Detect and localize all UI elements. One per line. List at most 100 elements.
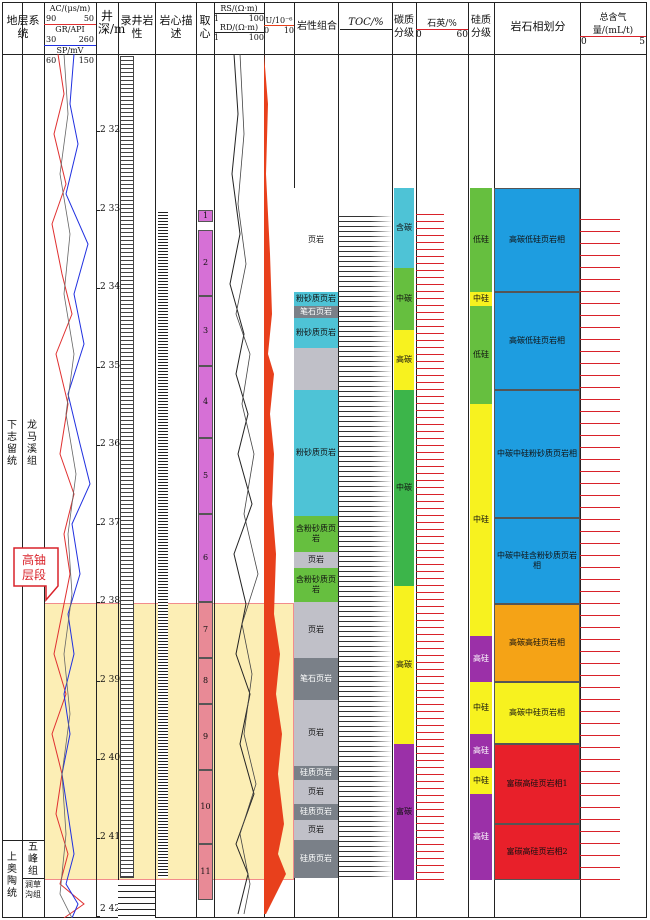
carbon-unit: 中碳 [394,268,414,330]
rock-unit-blank [294,348,338,390]
rock-unit: 笔石页岩 [294,658,338,700]
stratum-formation-2: 五峰组 [28,842,38,877]
rock-unit: 页岩 [294,188,338,292]
annotation-callout [13,547,59,603]
facies-unit: 中碳中硅含粉砂质页岩相 [494,518,580,604]
depth-label: 2 340 [100,282,126,292]
lithology-column [120,56,134,878]
sp-label: SP/mV [44,45,96,56]
silica-unit: 低硅 [470,188,492,292]
rock-unit: 硅质页岩 [294,804,338,820]
silica-unit: 中硅 [470,404,492,636]
silica-unit: 高硅 [470,734,492,768]
lithology-base-limestone [118,880,155,918]
rock-unit: 含粉砂质页岩 [294,516,338,552]
core-box: 7 [198,602,213,658]
header-lithofacies: 岩石相划分 [510,20,566,33]
rock-unit: 页岩 [294,820,338,840]
rock-unit: 粉砂质页岩 [294,292,338,306]
rock-unit: 页岩 [294,700,338,766]
rd-max: 100 [248,33,264,42]
facies-unit: 中碳中硅粉砂质页岩相 [494,390,580,518]
silica-unit: 中硅 [470,768,492,794]
carbon-unit: 高碳 [394,330,414,390]
high-uranium-interval [44,603,294,880]
core-box: 1 [198,210,213,222]
stratum-formation-3: 涧草沟组 [25,880,41,899]
rd-min: 1 [214,33,220,42]
core-box: 8 [198,658,213,704]
toc-bars [338,212,392,878]
quartz-bars [416,208,444,880]
depth-label: 2 350 [100,361,126,371]
log-curves [51,54,91,918]
silica-unit: 中硅 [470,682,492,734]
gr-max: 260 [78,35,94,44]
depth-label: 2 330 [100,204,126,214]
depth-label: 2 370 [100,518,126,528]
silica-unit: 中硅 [470,292,492,306]
header-depth: 井深/m [98,9,126,36]
core-box: 6 [198,514,213,602]
facies-unit: 富碳高硅页岩相2 [494,824,580,880]
core-box: 4 [198,366,213,438]
u-min: 0 [264,26,270,35]
quartz-label: 石英/% [427,19,457,29]
header-coring: 取心 [199,14,211,40]
header-uranium: U/10⁻⁶ 0 10 [264,16,294,35]
core-box: 10 [198,770,213,844]
core-box: 9 [198,704,213,770]
sp-min: 60 [46,56,57,65]
ac-min: 90 [46,14,57,23]
header-resistivity: RS/(Ω·m) 1 100 RD/(Ω·m) 1 100 [214,4,264,42]
stratum-formation-1: 龙马溪组 [27,420,37,467]
quartz-min: 0 [416,30,422,40]
u-max: 10 [283,26,294,35]
carbon-unit: 中碳 [394,390,414,586]
rock-unit: 粉砂质页岩 [294,318,338,348]
depth-label: 2 420 [100,904,126,914]
u-label: U/10⁻⁶ [265,16,293,25]
rock-unit: 笔石页岩 [294,306,338,318]
facies-unit: 高碳低硅页岩相 [494,188,580,292]
rs-min: 1 [214,14,220,23]
quartz-max: 60 [456,30,468,40]
depth-label: 2 320 [100,125,126,135]
header-silica-grade: 硅质分级 [471,15,491,39]
core-description-column [158,210,168,878]
gas-max: 5 [639,37,645,47]
ac-label: AC/(μs/m) [49,4,91,13]
carbon-unit: 高碳 [394,586,414,744]
depth-label: 2 400 [100,753,126,763]
gas-bars [580,208,620,880]
carbon-unit: 富碳 [394,744,414,880]
rs-label: RS/(Ω·m) [220,4,258,13]
gas-min: 0 [581,37,587,47]
ac-max: 50 [83,14,94,23]
facies-unit: 高碳低硅页岩相 [494,292,580,390]
rock-unit: 页岩 [294,780,338,804]
header-logs: AC/(μs/m) 90 50 GR/API 30 260 SP/mV 60 150 [44,4,96,66]
core-box: 5 [198,438,213,514]
silica-unit: 高硅 [470,794,492,880]
core-box: 3 [198,296,213,366]
gr-label: GR/API [44,24,96,35]
header-lithology: 录井岩性 [120,14,154,40]
rock-unit: 含粉砂质页岩 [294,568,338,602]
rock-unit: 粉砂质页岩 [294,390,338,516]
resistivity-uranium-curves [229,54,286,915]
rs-max: 100 [248,14,264,23]
annotation-label: 高铀层段 [21,553,46,582]
depth-label: 2 390 [100,675,126,685]
header-rock-assemblage: 岩性组合 [297,21,337,32]
carbon-unit: 含碳 [394,188,414,268]
rock-unit: 页岩 [294,552,338,568]
facies-unit: 高碳高硅页岩相 [494,604,580,682]
header-carbon-grade: 碳质分级 [394,15,414,39]
rock-unit: 硅质页岩 [294,840,338,878]
stratum-system-2: 上奥陶统 [7,852,17,899]
header-gas: 总含气量/(mL/t) 0 5 [580,10,646,47]
gas-label: 总含气量/(mL/t) [592,13,634,36]
sp-max: 150 [78,56,94,65]
silica-unit: 高硅 [470,636,492,682]
